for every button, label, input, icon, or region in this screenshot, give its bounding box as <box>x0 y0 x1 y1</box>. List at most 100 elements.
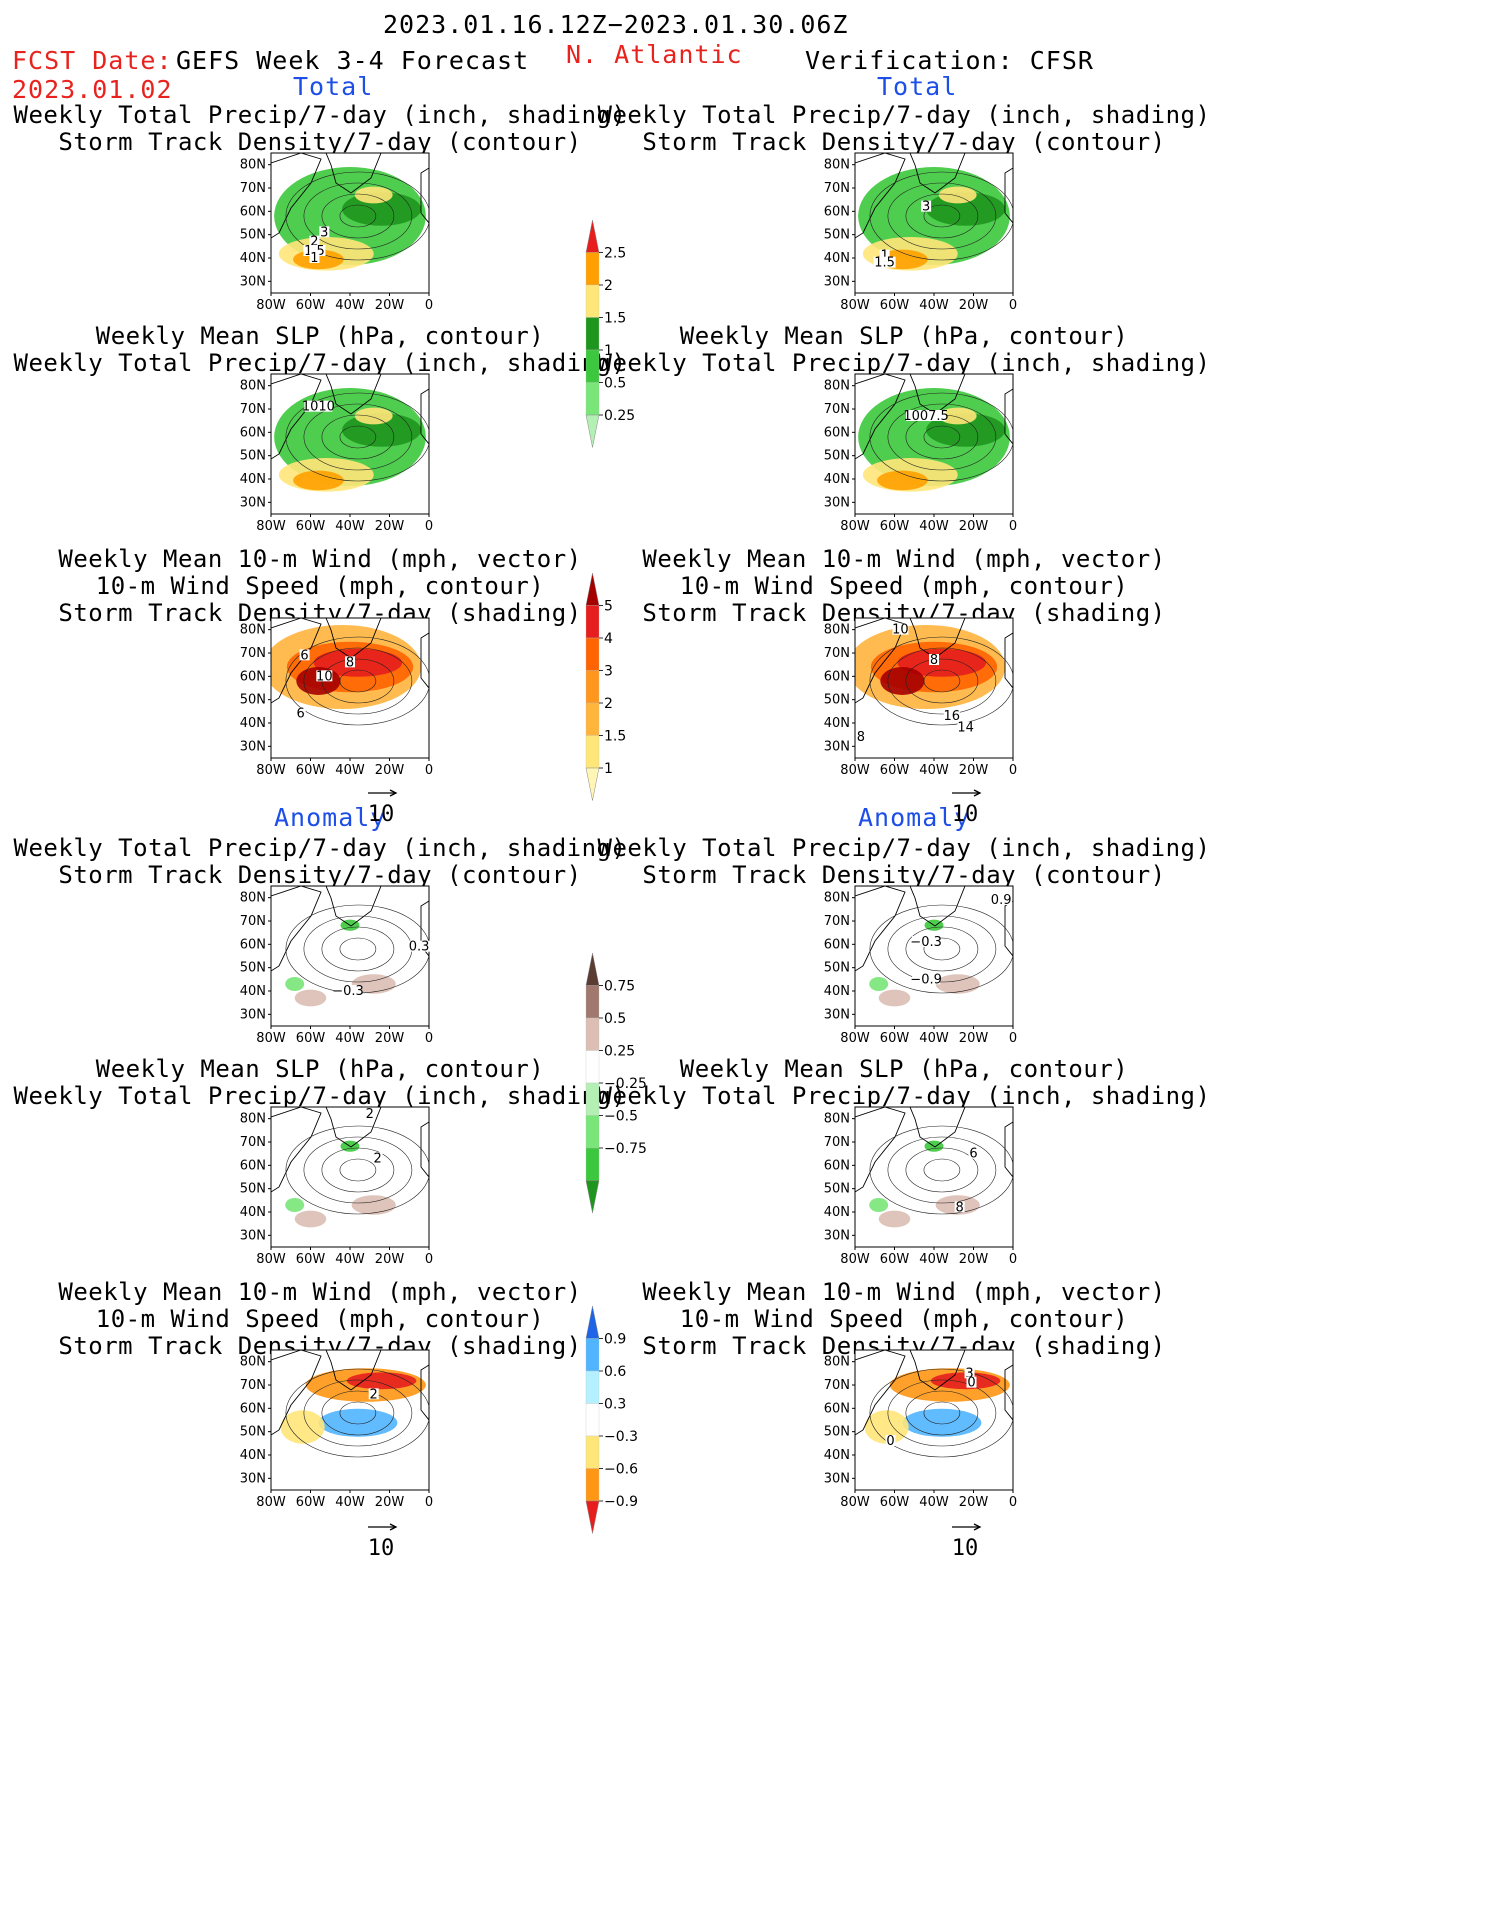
shading-region <box>869 977 889 991</box>
contour-line <box>303 1136 413 1204</box>
title-anom-left-precip: Weekly Total Precip/7-day (inch, shading… <box>13 834 627 889</box>
y-tick-label: 40N <box>240 1448 266 1463</box>
y-tick-label: 50N <box>824 961 850 976</box>
contour-line <box>869 636 1013 726</box>
contour-label: 2 <box>370 1387 378 1402</box>
contour-line <box>887 403 997 471</box>
contour-line <box>303 182 413 250</box>
colorbar-label: 0.25 <box>604 1044 635 1060</box>
colorbar-label: 2.5 <box>604 246 626 262</box>
contour-label: 2 <box>374 1151 382 1166</box>
y-tick-label: 60N <box>824 204 850 219</box>
shading-region <box>935 974 980 994</box>
map-panel: 2 2 80W 60W 40W 20W 0 80N 70N 60N 50N 40N 30N <box>240 1106 439 1269</box>
contour-label-bg <box>921 200 932 212</box>
contour-label: 1.5 <box>304 244 325 259</box>
reference-vector-label: 10 <box>367 1536 395 1561</box>
y-tick-label: 30N <box>240 1471 266 1486</box>
y-tick-label: 60N <box>240 204 266 219</box>
contour-label-bg <box>319 226 330 238</box>
y-tick-label: 30N <box>824 1471 850 1486</box>
contour-label-bg <box>966 1376 977 1388</box>
y-tick-label: 30N <box>240 1007 266 1022</box>
y-tick-label: 70N <box>824 1135 850 1150</box>
map-panel: 10 8 16 14 8 80W 60W 40W 20W 0 80N 70N 60N 50N 40N 30N <box>824 617 1023 780</box>
contour-label-bg <box>957 721 974 733</box>
shading-region <box>878 1210 911 1228</box>
y-tick-label: 60N <box>240 1401 266 1416</box>
shading-region <box>897 648 987 677</box>
y-tick-label: 60N <box>824 937 850 952</box>
contour-line <box>339 204 377 228</box>
x-tick-label: 40W <box>919 298 949 313</box>
x-tick-label: 60W <box>880 1495 910 1510</box>
y-tick-label: 50N <box>824 693 850 708</box>
verification-label: Verification: CFSR <box>805 46 1094 75</box>
contour-line <box>321 1390 395 1436</box>
x-tick-label: 20W <box>959 1031 989 1046</box>
contour-line <box>923 669 961 693</box>
coastline <box>271 886 322 972</box>
shading-region <box>877 470 928 491</box>
shading-region <box>285 977 305 991</box>
y-tick-label: 40N <box>240 716 266 731</box>
map-panel: 3 0 0 80W 60W 40W 20W 0 80N 70N 60N 50N 40N 30N <box>824 1349 1023 1512</box>
map-svg: 321.51 80W 60W 40W 20W 0 80N 70N 60N 50N 40N 30N <box>240 152 433 313</box>
colorbar-segment <box>585 349 600 383</box>
contour-label: 1 <box>310 251 318 266</box>
contour-line <box>285 171 429 261</box>
coastline <box>1004 1121 1013 1178</box>
shading-region <box>938 407 977 425</box>
shading-region <box>880 667 925 695</box>
contour-line <box>905 926 979 972</box>
y-tick-label: 70N <box>240 181 266 196</box>
contour-line <box>887 647 997 715</box>
contour-label-bg <box>885 1435 896 1446</box>
reference-vector-label: 10 <box>367 802 395 827</box>
shading-region <box>354 186 393 204</box>
contour-label: 3 <box>320 225 328 240</box>
x-tick-label: 60W <box>296 1495 326 1510</box>
coastline <box>855 1350 906 1436</box>
y-tick-label: 60N <box>240 669 266 684</box>
y-tick-label: 40N <box>824 716 850 731</box>
title-total-right-precip: Weekly Total Precip/7-day (inch, shading… <box>597 101 1211 156</box>
x-tick-label: 0 <box>1009 1252 1017 1267</box>
coastline <box>420 900 429 957</box>
title-anom-right-slp: Weekly Mean SLP (hPa, contour) Weekly Tot… <box>597 1055 1211 1110</box>
y-tick-label: 40N <box>824 472 850 487</box>
colorbar-label: 4 <box>604 631 613 647</box>
coastline <box>420 388 429 445</box>
colorbar-segment <box>585 572 600 606</box>
fcst-date-label: FCST Date: <box>12 46 173 75</box>
x-tick-label: 80W <box>256 298 286 313</box>
contour-label: 1007.5 <box>903 409 949 424</box>
x-tick-label: 40W <box>335 1495 365 1510</box>
x-tick-label: 0 <box>425 1252 433 1267</box>
colorbar-segment <box>585 1017 600 1051</box>
y-tick-label: 50N <box>240 961 266 976</box>
contour-label: 6 <box>300 648 308 663</box>
shading-region <box>293 470 344 491</box>
x-tick-label: 60W <box>296 519 326 534</box>
x-tick-label: 20W <box>375 1252 405 1267</box>
y-tick-label: 30N <box>240 495 266 510</box>
x-tick-label: 80W <box>256 763 286 778</box>
contour-label: 2 <box>366 1107 374 1122</box>
colorbar-segment <box>585 670 600 704</box>
y-tick-label: 50N <box>824 1182 850 1197</box>
x-tick-label: 60W <box>880 1031 910 1046</box>
y-tick-label: 80N <box>824 1112 850 1127</box>
coastline <box>855 618 906 704</box>
contour-label: 6 <box>969 1147 977 1162</box>
contour-label: 8 <box>857 730 865 745</box>
y-tick-label: 70N <box>824 646 850 661</box>
coastline <box>855 374 906 460</box>
colorbar-label: 3 <box>604 664 613 680</box>
shading-region <box>285 1198 305 1212</box>
shading-region <box>354 407 393 425</box>
x-tick-label: 40W <box>335 1252 365 1267</box>
y-tick-label: 30N <box>824 1007 850 1022</box>
title-total-left-slp: Weekly Mean SLP (hPa, contour) Weekly Tot… <box>13 322 627 377</box>
colorbar-label: 0.3 <box>604 1397 626 1413</box>
